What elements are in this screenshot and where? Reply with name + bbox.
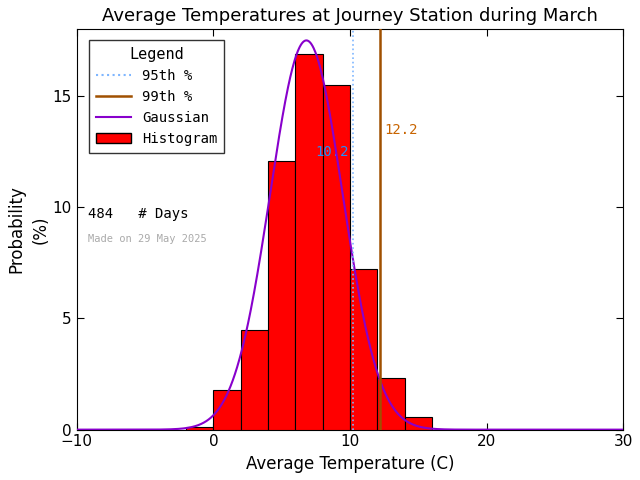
Y-axis label: Probability
(%): Probability (%) — [7, 186, 50, 274]
Title: Average Temperatures at Journey Station during March: Average Temperatures at Journey Station … — [102, 7, 598, 25]
Text: 484   # Days: 484 # Days — [88, 207, 188, 221]
Bar — [214, 390, 241, 430]
Text: 12.2: 12.2 — [384, 123, 418, 137]
Bar — [404, 418, 432, 430]
Bar — [350, 269, 378, 430]
X-axis label: Average Temperature (C): Average Temperature (C) — [246, 455, 454, 473]
Text: 10.2: 10.2 — [316, 145, 349, 159]
Bar — [296, 54, 323, 430]
Bar — [323, 85, 350, 430]
Legend: 95th %, 99th %, Gaussian, Histogram: 95th %, 99th %, Gaussian, Histogram — [89, 40, 225, 153]
Bar — [378, 379, 404, 430]
Bar — [268, 160, 296, 430]
Text: Made on 29 May 2025: Made on 29 May 2025 — [88, 234, 207, 244]
Bar — [186, 427, 214, 430]
Bar — [241, 330, 268, 430]
